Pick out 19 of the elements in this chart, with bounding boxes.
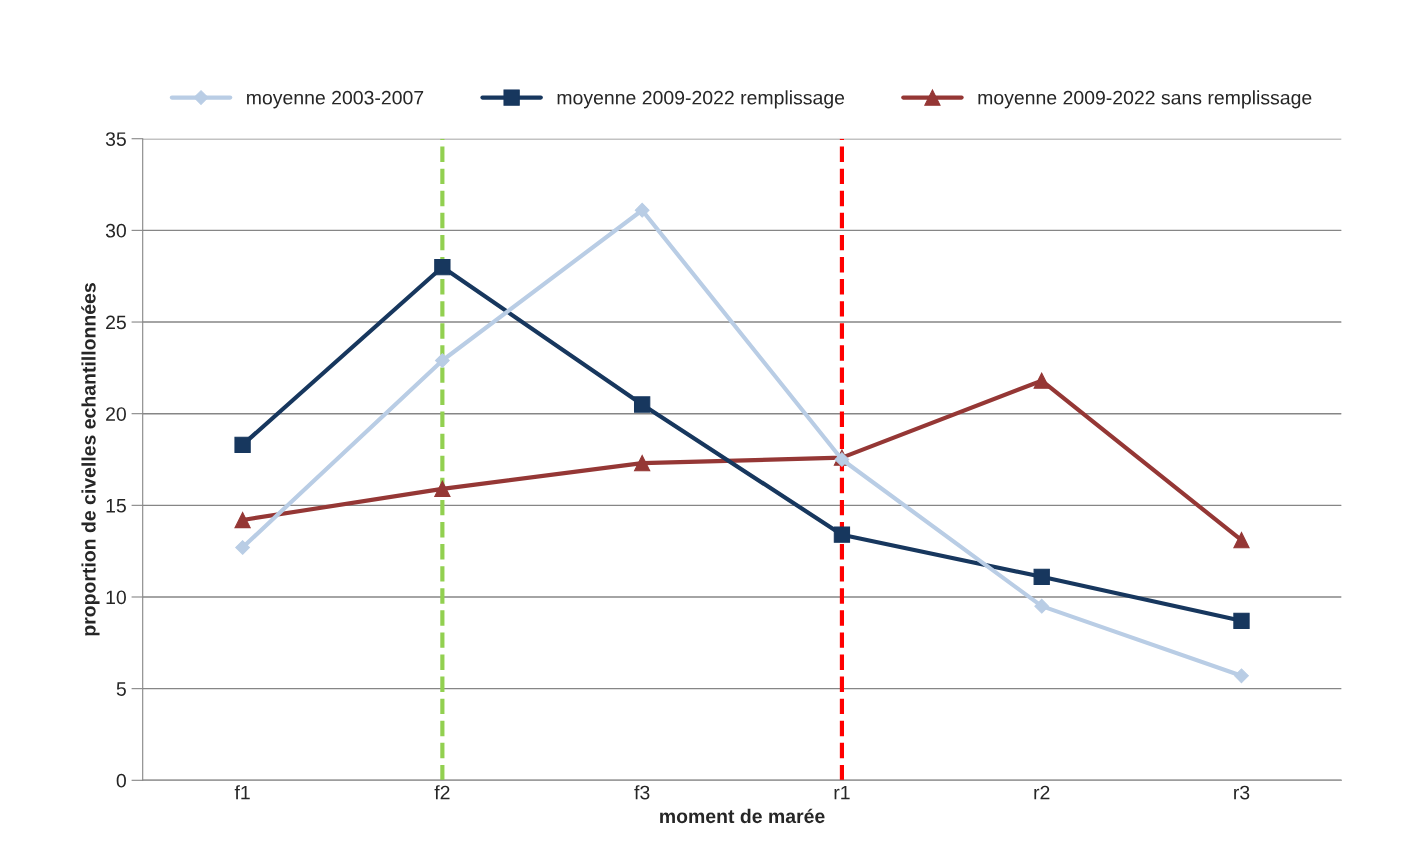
x-tick-label: r1 [834,785,850,800]
x-tick-label: r3 [1234,785,1250,800]
x-tick-label: r2 [1034,785,1050,800]
y-axis-title: proportion de civelles echantillonnées [81,283,100,636]
x-tick-label: f3 [634,785,650,800]
y-tick-label: 30 [105,223,126,238]
y-tick-label: 5 [116,682,126,696]
y-tick-label: 0 [116,773,126,788]
y-tick-label: 15 [106,499,126,513]
y-tick-label: 35 [105,132,126,146]
y-tick-label: 20 [106,407,126,421]
y-tick-label: 25 [106,315,126,330]
y-tick-label: 10 [106,590,126,605]
x-tick-label: f2 [434,785,450,800]
legend-label: moyenne 2009-2022 sans remplissage [978,90,1312,109]
legend-label: moyenne 2009-2022 remplissage [557,90,845,109]
legend-label: moyenne 2003-2007 [247,90,424,109]
x-tick-label: f1 [234,785,250,800]
x-axis-title: moment de marée [660,808,825,824]
